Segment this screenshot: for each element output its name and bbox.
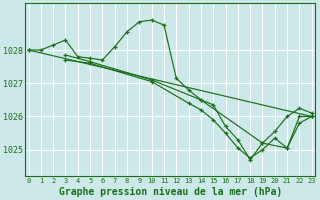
X-axis label: Graphe pression niveau de la mer (hPa): Graphe pression niveau de la mer (hPa) (59, 186, 282, 197)
